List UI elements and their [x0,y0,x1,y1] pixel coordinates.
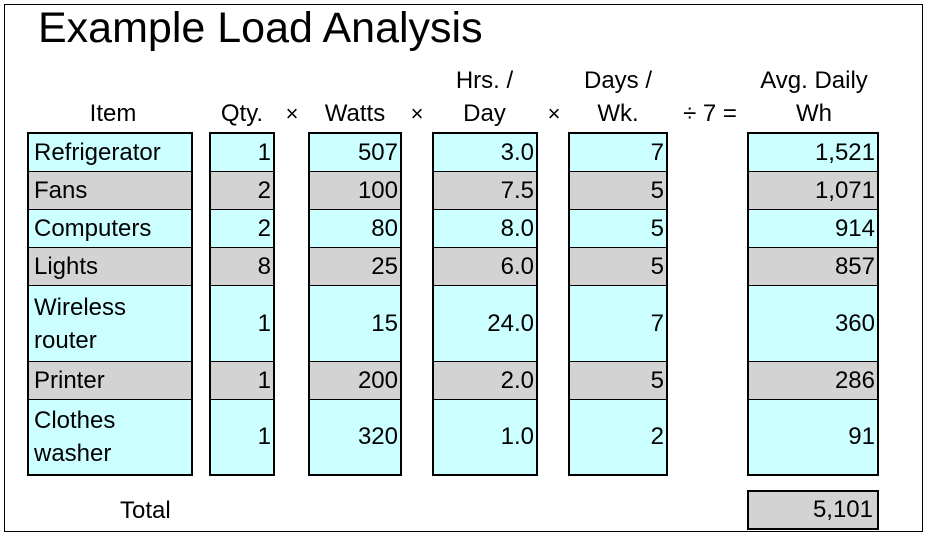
qty-cell: 8 [211,248,273,286]
item-label-line1: Wireless [34,293,127,321]
header-avg-line2: Wh [796,100,832,127]
qty-column: 1 2 2 8 1 1 1 [209,132,275,476]
watts-cell: 25 [310,248,400,286]
watts-cell: 80 [310,210,400,248]
header-days-line2: Wk. [597,100,639,127]
days-cell: 5 [570,248,666,286]
item-label: Printer [34,367,105,394]
hours-cell: 2.0 [434,362,536,400]
header-days-line1: Days / [583,67,652,94]
wh-cell: 914 [749,210,877,248]
wh-cell: 1,521 [749,134,877,172]
operator-times-1: × [285,101,299,126]
days-per-week-column: 7 5 5 5 7 5 2 [568,132,668,476]
item-label: Refrigerator [34,139,161,166]
header-hrs-line1: Hrs. / [455,67,514,94]
operator-times-3: × [547,101,561,126]
avg-daily-wh-column: 1,521 1,071 914 857 360 286 91 [747,132,879,476]
watts-cell: 320 [310,400,400,474]
slide-frame [4,4,923,532]
watts-column: 507 100 80 25 15 200 320 [308,132,402,476]
hours-per-day-column: 3.0 7.5 8.0 6.0 24.0 2.0 1.0 [432,132,538,476]
hours-cell: 3.0 [434,134,536,172]
item-cell: Wireless router [29,286,191,362]
item-label: Clothes washer [34,404,115,470]
hours-cell: 1.0 [434,400,536,474]
total-value: 5,101 [747,490,879,530]
item-cell: Computers [29,210,191,248]
item-label-line1: Clothes [34,407,116,434]
item-label-line2: washer [34,440,112,467]
item-label: Wireless router [34,291,126,357]
item-cell: Refrigerator [29,134,191,172]
days-cell: 5 [570,172,666,210]
watts-cell: 507 [310,134,400,172]
days-cell: 7 [570,286,666,362]
hours-cell: 7.5 [434,172,536,210]
qty-cell: 1 [211,400,273,474]
qty-cell: 1 [211,362,273,400]
header-avg-line1: Avg. Daily [760,67,868,94]
qty-cell: 1 [211,134,273,172]
item-label: Lights [34,253,99,280]
slide-title: Example Load Analysis [38,4,483,52]
operator-divide-seven: ÷ 7 = [683,100,737,127]
watts-cell: 15 [310,286,400,362]
header-hrs-line2: Day [463,100,506,127]
item-cell: Printer [29,362,191,400]
item-column: Refrigerator Fans Computers Lights Wirel… [27,132,193,476]
item-label: Computers [34,215,152,242]
wh-cell: 286 [749,362,877,400]
header-watts: Watts [324,100,386,127]
header-item: Item [89,100,137,127]
watts-cell: 100 [310,172,400,210]
watts-cell: 200 [310,362,400,400]
item-cell: Fans [29,172,191,210]
days-cell: 7 [570,134,666,172]
hours-cell: 8.0 [434,210,536,248]
wh-cell: 360 [749,286,877,362]
qty-cell: 1 [211,286,273,362]
wh-cell: 91 [749,400,877,474]
hours-cell: 24.0 [434,286,536,362]
item-label-line2: router [34,326,97,354]
operator-times-2: × [410,101,424,126]
item-cell: Clothes washer [29,400,191,474]
total-label: Total [120,497,171,524]
days-cell: 5 [570,210,666,248]
wh-cell: 857 [749,248,877,286]
hours-cell: 6.0 [434,248,536,286]
header-qty: Qty. [220,100,264,127]
item-label: Fans [34,177,88,204]
item-cell: Lights [29,248,191,286]
wh-cell: 1,071 [749,172,877,210]
days-cell: 5 [570,362,666,400]
qty-cell: 2 [211,210,273,248]
days-cell: 2 [570,400,666,474]
qty-cell: 2 [211,172,273,210]
